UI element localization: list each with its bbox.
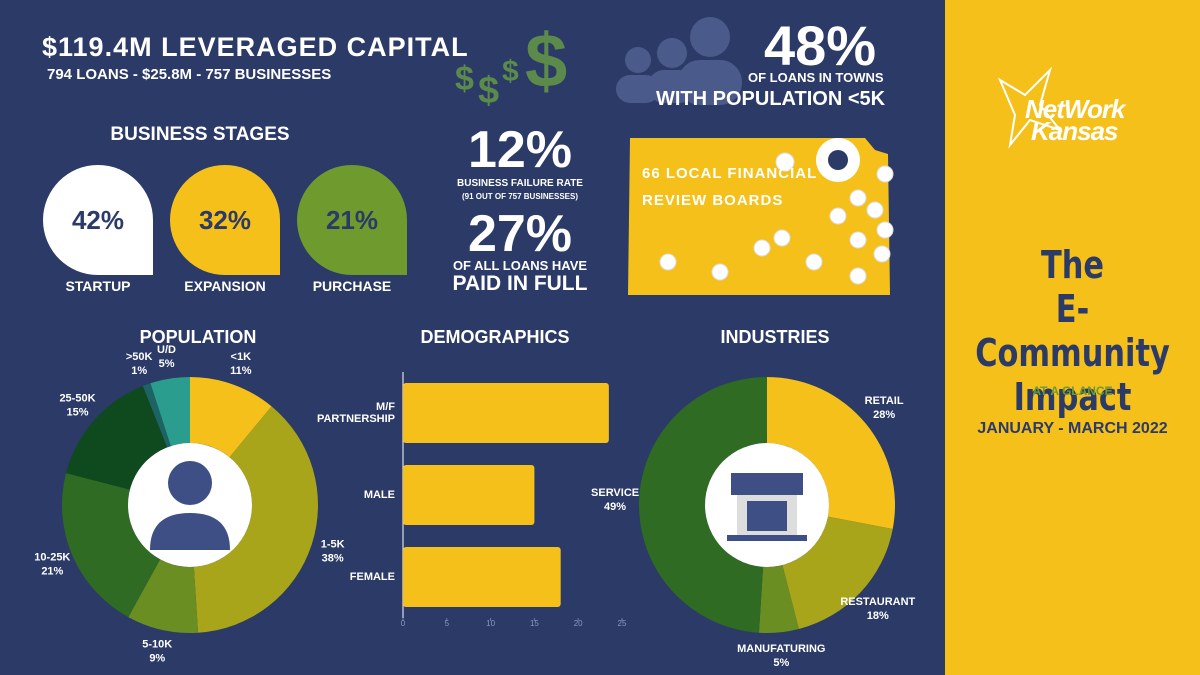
bar bbox=[403, 383, 609, 443]
slice-value: 1% bbox=[131, 365, 147, 377]
people-icon bbox=[616, 17, 742, 105]
subheadline: 794 LOANS - $25.8M - 757 BUSINESSES bbox=[47, 66, 332, 83]
dollar-icon: $ bbox=[478, 70, 500, 112]
slice-label: 25-50K bbox=[59, 393, 95, 405]
person-body bbox=[150, 513, 230, 550]
donut-slice bbox=[62, 473, 161, 618]
shop-base bbox=[727, 535, 807, 541]
dollar-icon: $ bbox=[525, 19, 568, 104]
section-title: BUSINESS STAGES bbox=[110, 124, 290, 145]
shop-roof bbox=[731, 473, 803, 495]
slice-value: 28% bbox=[873, 409, 895, 421]
kansas-map bbox=[628, 138, 894, 295]
donut-slice bbox=[190, 377, 272, 458]
stage-label: STARTUP bbox=[65, 278, 131, 294]
slice-value: 9% bbox=[149, 652, 165, 664]
stage-drop: 42% bbox=[43, 165, 153, 275]
paid-text: PAID IN FULL bbox=[452, 272, 588, 295]
slice-label: U/D bbox=[157, 344, 176, 356]
map-text: 66 LOCAL FINANCIAL REVIEW BOARDS bbox=[642, 165, 817, 209]
slice-value: 18% bbox=[867, 610, 889, 622]
towns-text: WITH POPULATION <5K bbox=[656, 88, 886, 110]
tagline: AT A GLANCE bbox=[1032, 384, 1113, 398]
slice-label: 1-5K bbox=[321, 538, 345, 550]
slice-label: RESTAURANT bbox=[840, 596, 915, 608]
person-head bbox=[168, 461, 212, 505]
shop-window bbox=[747, 501, 787, 531]
donut-slice bbox=[758, 565, 799, 633]
dollar-icon: $ bbox=[455, 60, 474, 98]
title-line: Impact bbox=[1013, 375, 1132, 419]
paid-text: OF ALL LOANS HAVE bbox=[452, 258, 588, 273]
donut-slice bbox=[638, 377, 767, 633]
donut-slice bbox=[150, 377, 190, 447]
slice-value: 11% bbox=[230, 365, 252, 377]
chart-title: DEMOGRAPHICS bbox=[420, 327, 569, 347]
sidebar: NetWork Kansas The E-Community Impact AT… bbox=[945, 0, 1200, 675]
x-tick-label: 15 bbox=[530, 619, 539, 628]
logo-text: Kansas bbox=[1031, 116, 1118, 146]
bar-label: MALE bbox=[363, 489, 395, 501]
donut-slice bbox=[128, 559, 199, 633]
donut-slice bbox=[193, 406, 318, 633]
donut-slice bbox=[66, 385, 168, 490]
donut-slice bbox=[142, 383, 171, 448]
x-tick-label: 0 bbox=[401, 619, 406, 628]
sidebar-title: The E-Community Impact bbox=[971, 243, 1175, 419]
slice-label: >50K bbox=[126, 351, 153, 363]
bar-label: M/F PARTNERSHIP bbox=[316, 401, 395, 425]
chart-title: POPULATION bbox=[140, 327, 257, 347]
slice-label: MANUFATURING bbox=[737, 643, 825, 655]
slice-value: 15% bbox=[66, 407, 88, 419]
slice-label: SERVICE bbox=[591, 487, 639, 499]
slice-label: 5-10K bbox=[142, 638, 172, 650]
slice-value: 21% bbox=[41, 565, 63, 577]
logo-star bbox=[997, 66, 1063, 149]
bar bbox=[403, 465, 535, 525]
bar bbox=[403, 547, 561, 607]
bar-label: FEMALE bbox=[349, 571, 395, 583]
title-line: The bbox=[1041, 243, 1104, 287]
towns-stat: 48% bbox=[763, 14, 877, 77]
slice-label: RETAIL bbox=[865, 395, 904, 407]
slice-label: 10-25K bbox=[34, 551, 70, 563]
towns-text: OF LOANS IN TOWNS bbox=[748, 70, 884, 85]
slice-label: <1K bbox=[231, 351, 252, 363]
stage-label: PURCHASE bbox=[312, 278, 392, 294]
stage-drop: 32% bbox=[170, 165, 280, 275]
failure-stat: 12% bbox=[467, 121, 573, 179]
stage-drop: 21% bbox=[297, 165, 407, 275]
slice-value: 49% bbox=[604, 501, 626, 513]
slice-value: 5% bbox=[773, 657, 789, 669]
failure-text: (91 OUT OF 757 BUSINESSES) bbox=[461, 192, 579, 201]
title-line: E-Community bbox=[975, 287, 1170, 375]
x-tick-label: 5 bbox=[445, 619, 450, 628]
x-tick-label: 20 bbox=[574, 619, 583, 628]
headline: $119.4M LEVERAGED CAPITAL bbox=[42, 32, 469, 62]
failure-text: BUSINESS FAILURE RATE bbox=[457, 178, 583, 189]
charts: POPULATION <1K 11% 1-5K 38% 5-10K 9% 10-25K 21% 2… bbox=[34, 327, 915, 669]
logo-text: NetWork bbox=[1025, 94, 1125, 124]
slice-value: 38% bbox=[322, 552, 344, 564]
x-tick-label: 25 bbox=[618, 619, 627, 628]
dollar-icon: $ bbox=[502, 55, 519, 88]
x-tick-label: 10 bbox=[486, 619, 495, 628]
slice-value: 5% bbox=[159, 358, 175, 370]
paid-stat: 27% bbox=[467, 205, 573, 263]
stage-label: EXPANSION bbox=[184, 278, 266, 294]
chart-title: INDUSTRIES bbox=[720, 327, 829, 347]
donut-slice bbox=[767, 377, 896, 529]
donut-slice bbox=[782, 516, 893, 629]
period: JANUARY - MARCH 2022 bbox=[977, 420, 1168, 437]
